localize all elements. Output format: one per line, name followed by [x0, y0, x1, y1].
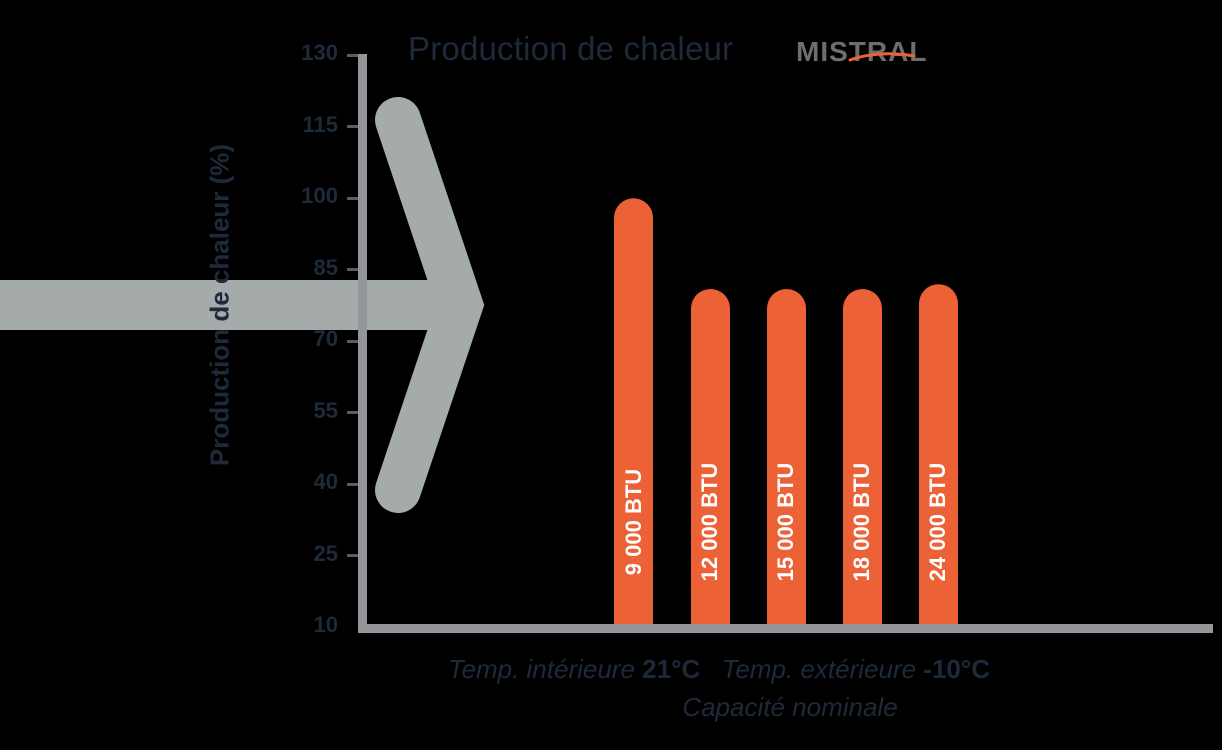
bars [614, 198, 958, 625]
exterior-temp-label: Temp. extérieure [721, 654, 917, 684]
interior-temp-label: Temp. intérieure [448, 654, 635, 684]
y-tick-40: 40 [313, 469, 338, 494]
y-tick-25: 25 [313, 541, 338, 566]
bar [614, 198, 653, 625]
bar-label-12000: 12 000 BTU [697, 462, 722, 582]
y-tick-10: 10 [313, 612, 338, 637]
y-tick-100: 100 [301, 183, 338, 208]
x-axis-line [358, 624, 1213, 633]
y-axis-label: Production de chaleur (%) [204, 143, 235, 467]
chart-title: Production de chaleur [408, 30, 734, 67]
bar [919, 284, 958, 624]
bar-label-9000: 9 000 BTU [621, 468, 646, 576]
x-axis-label-conditions: Temp. intérieure 21°C Temp. extérieure -… [448, 654, 990, 685]
bar [767, 288, 806, 624]
bar [691, 288, 730, 624]
bar-label-24000: 24 000 BTU [925, 462, 950, 582]
interior-temp-value: 21°C [642, 654, 701, 684]
exterior-temp-value: -10°C [923, 654, 991, 684]
x-axis-label-capacity: Capacité nominale [682, 692, 898, 722]
logo-swoosh-icon [848, 52, 916, 62]
bar [843, 288, 882, 624]
y-tick-130: 130 [301, 40, 338, 65]
arrow-chevron [375, 97, 485, 513]
y-axis-line [358, 54, 367, 633]
brand-logo: MISTRAL [796, 36, 928, 67]
y-tick-70: 70 [313, 326, 338, 351]
y-tick-85: 85 [313, 255, 338, 280]
y-tick-55: 55 [313, 398, 338, 423]
bar-label-15000: 15 000 BTU [773, 462, 798, 582]
y-tick-115: 115 [302, 112, 339, 137]
bar-label-18000: 18 000 BTU [849, 462, 874, 582]
y-axis-ticks [347, 54, 358, 557]
